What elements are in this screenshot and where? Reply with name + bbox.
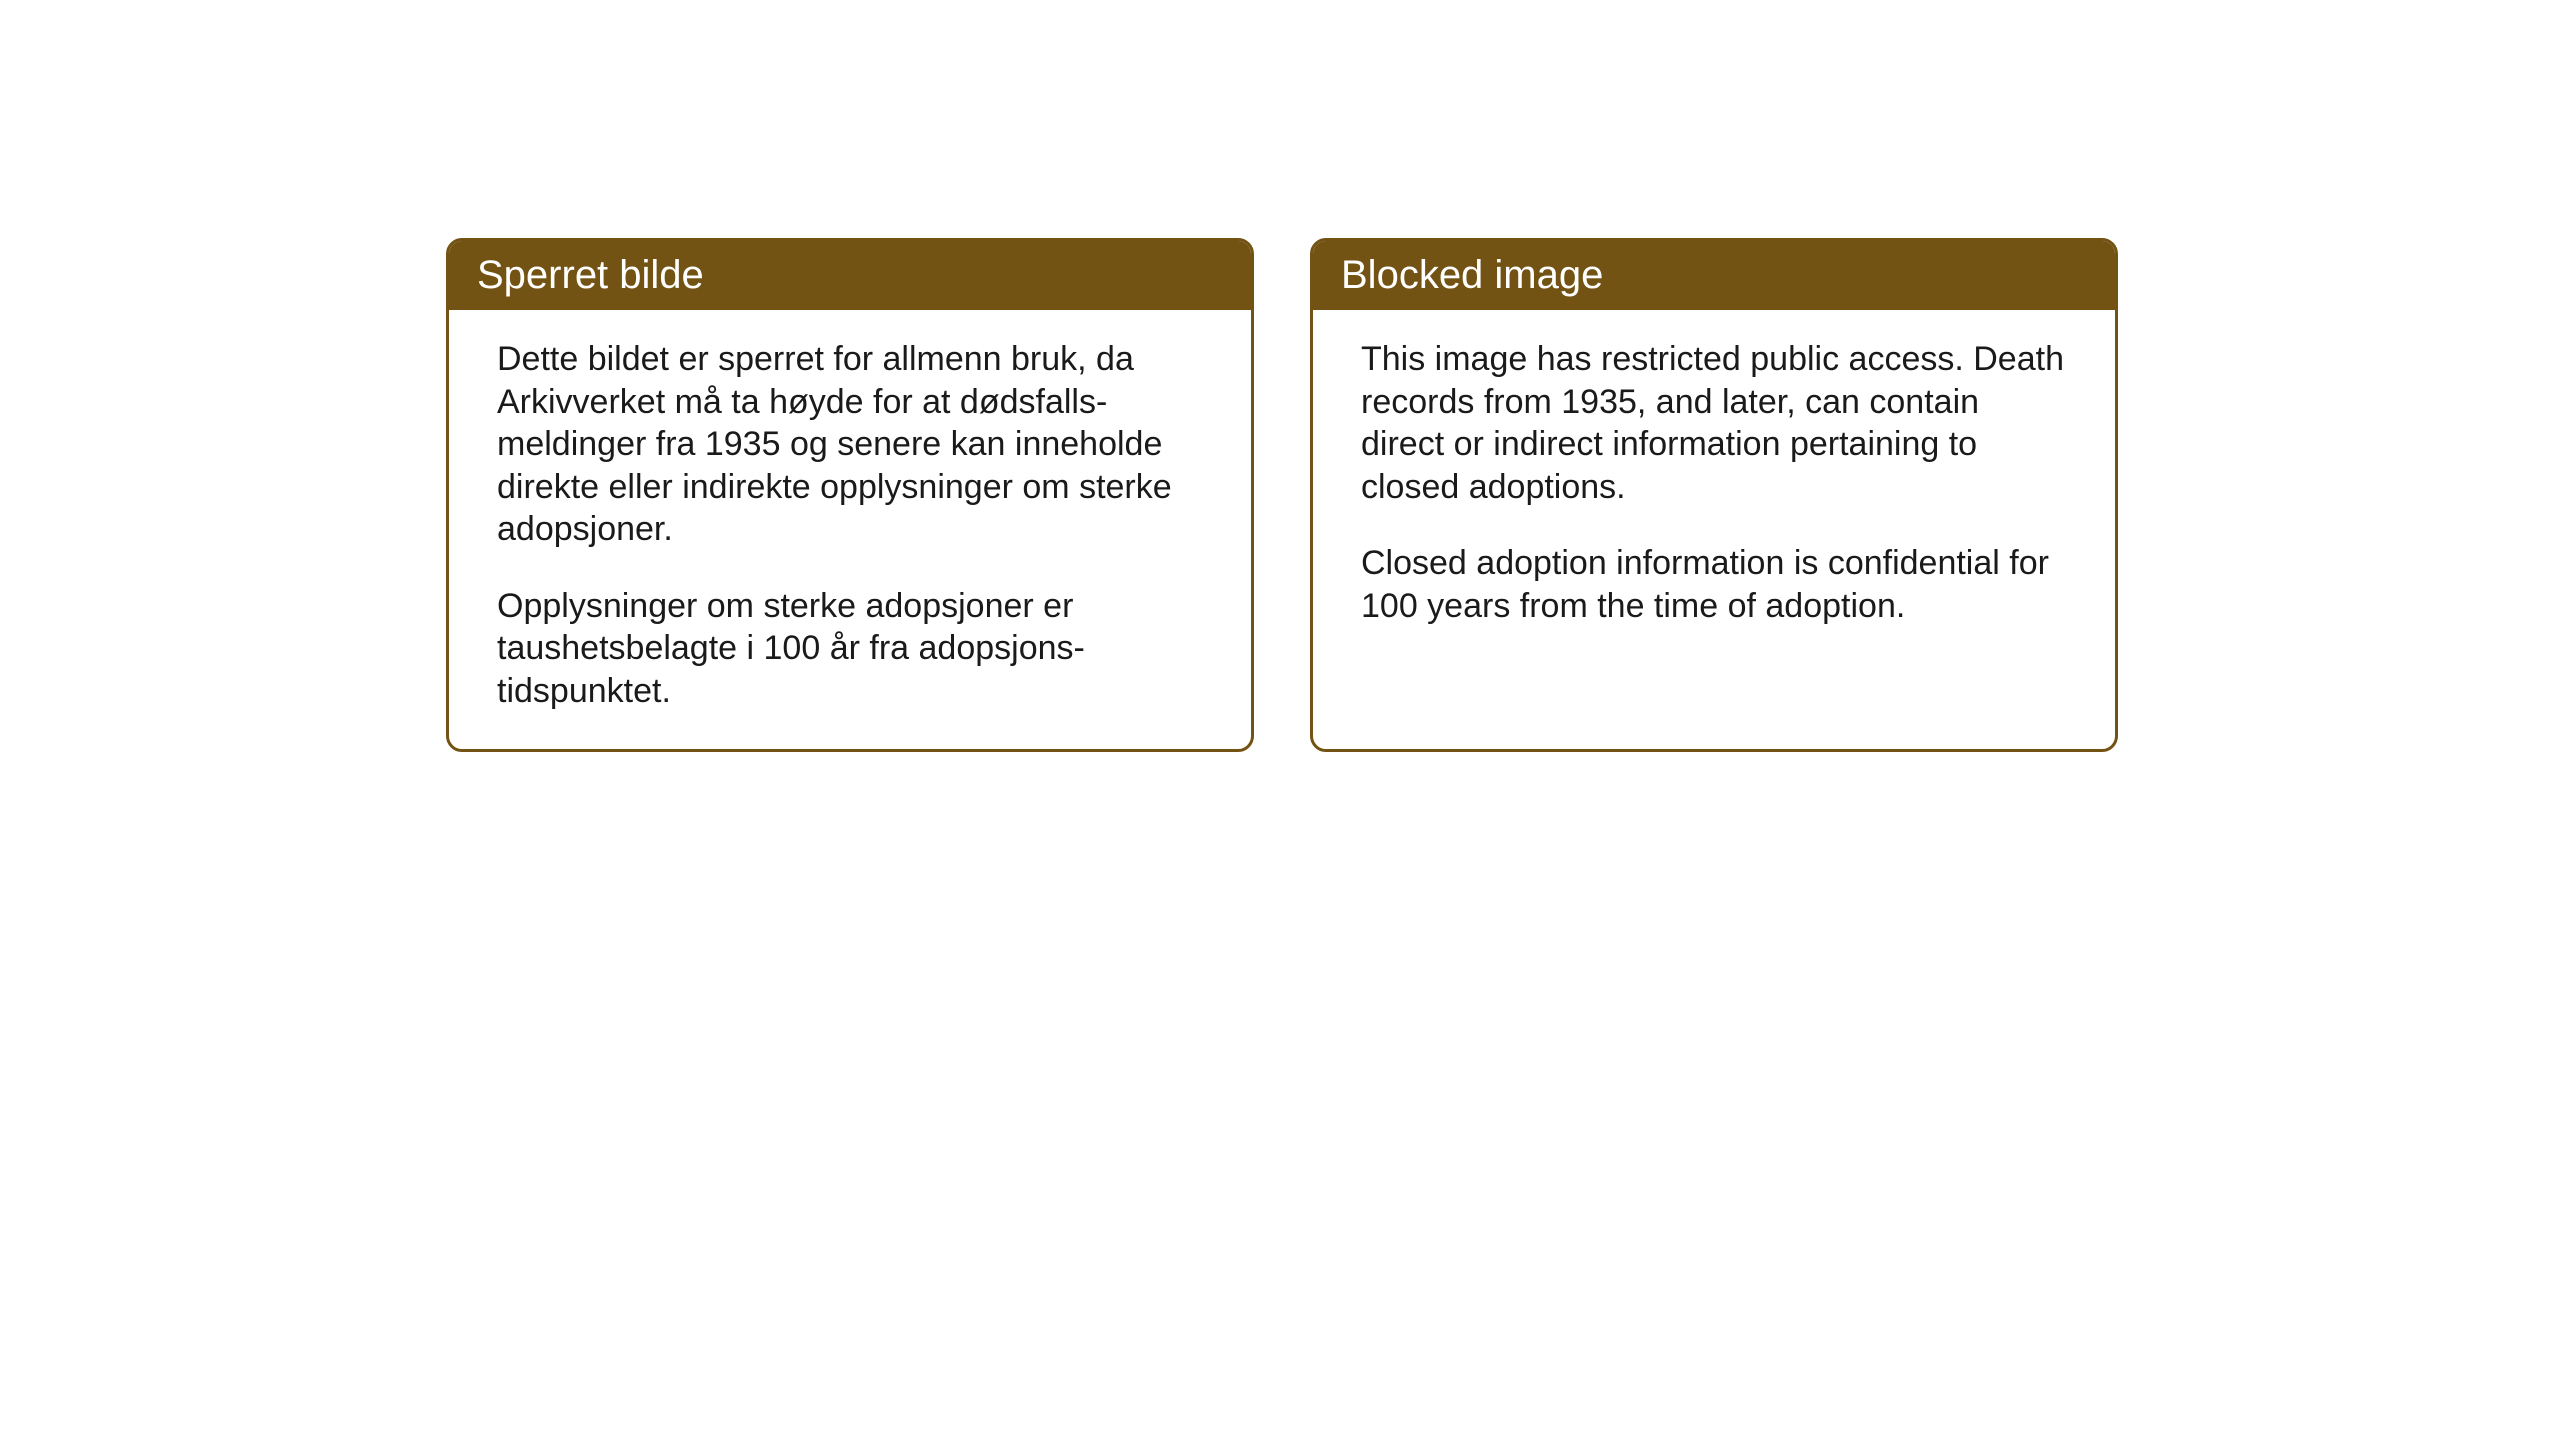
norwegian-paragraph-2: Opplysninger om sterke adopsjoner er tau… bbox=[497, 585, 1203, 713]
norwegian-card-body: Dette bildet er sperret for allmenn bruk… bbox=[449, 310, 1251, 752]
english-card-body: This image has restricted public access.… bbox=[1313, 310, 2115, 667]
english-notice-card: Blocked image This image has restricted … bbox=[1310, 238, 2118, 752]
norwegian-card-title: Sperret bilde bbox=[449, 241, 1251, 310]
english-paragraph-2: Closed adoption information is confident… bbox=[1361, 542, 2067, 627]
english-paragraph-1: This image has restricted public access.… bbox=[1361, 338, 2067, 508]
english-card-title: Blocked image bbox=[1313, 241, 2115, 310]
notice-cards-container: Sperret bilde Dette bildet er sperret fo… bbox=[446, 238, 2118, 752]
norwegian-notice-card: Sperret bilde Dette bildet er sperret fo… bbox=[446, 238, 1254, 752]
norwegian-paragraph-1: Dette bildet er sperret for allmenn bruk… bbox=[497, 338, 1203, 551]
